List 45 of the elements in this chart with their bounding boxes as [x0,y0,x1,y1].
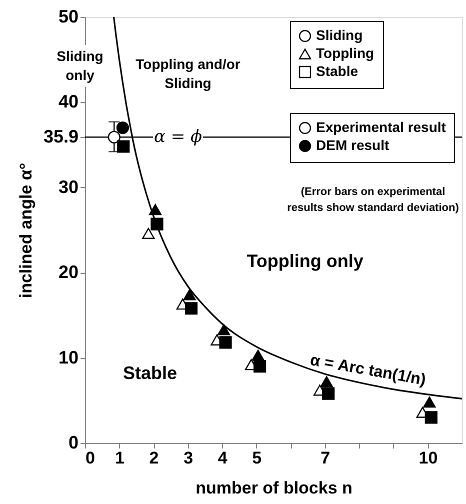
y-tick-label: 0 [68,432,78,452]
point [219,336,232,349]
point [218,324,230,336]
point [183,289,196,300]
point [320,376,333,388]
annotation: Stable [122,363,178,383]
point [423,396,436,408]
x-tick-label: 1 [115,448,125,468]
legend-label: Stable [316,63,358,79]
y-tick-label: 20 [58,262,78,282]
y-axis-title: inclined angle α° [16,162,36,298]
legend-label: Toppling [316,45,374,61]
x-tick-label: 2 [149,448,159,468]
ref-line-label: α = ϕ [154,127,202,148]
y-tick-label: 50 [58,6,78,26]
x-tick-label: 5 [252,448,262,468]
point [108,130,120,144]
legend-label: Sliding [316,27,363,43]
point [117,140,130,153]
y-tick-label: 10 [58,347,78,368]
annotation: (Error bars on experimental results show standard deviation) [287,186,460,214]
point [424,411,438,424]
text: α = Arc tan(1/n) [308,352,427,390]
point [116,121,129,134]
x-tick-label: 7 [320,448,330,468]
x-axis-title: number of blocks n [196,478,352,498]
point [252,350,264,361]
annotation: Toppling and/or Sliding [136,56,241,91]
x-tick-label: 3 [184,448,194,468]
x-tick-label: 4 [218,448,228,468]
point [150,218,164,230]
point [184,302,198,315]
x-tick-label: 10 [418,448,438,468]
point [253,360,266,373]
y-tick-label: 30 [58,176,78,197]
y-tick-label: 35.9 [43,126,78,147]
annotation: Toppling only [246,251,364,271]
y-tick-label: 40 [58,92,78,112]
point [142,228,155,239]
annotation: DEM result [316,137,390,153]
annotation: Experimental result [316,119,446,135]
x-tick-label: 0 [86,448,95,468]
annotation: Sliding only [56,48,104,83]
point [322,387,335,400]
point [148,204,162,216]
